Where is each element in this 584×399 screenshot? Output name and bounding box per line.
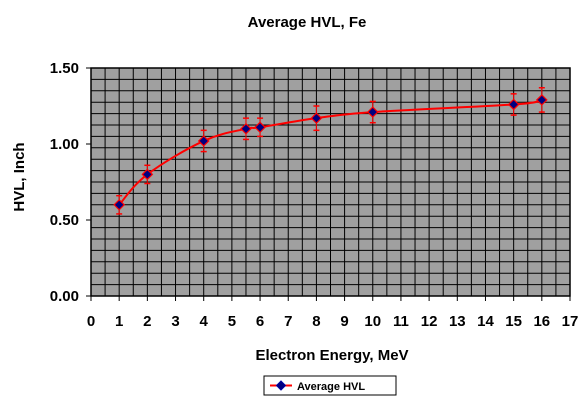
x-tick-label: 11 bbox=[393, 313, 409, 330]
x-tick-label: 15 bbox=[505, 313, 522, 330]
x-tick-label: 16 bbox=[533, 313, 550, 330]
x-tick-label: 17 bbox=[562, 313, 579, 330]
data-point bbox=[507, 98, 520, 111]
y-tick-label: 1.50 bbox=[50, 60, 79, 77]
data-point bbox=[240, 122, 252, 135]
x-tick-label: 5 bbox=[228, 313, 236, 330]
x-tick-label: 14 bbox=[477, 313, 494, 330]
x-axis-label: Electron Energy, MeV bbox=[255, 347, 408, 364]
data-point bbox=[113, 198, 126, 211]
x-tick-label: 10 bbox=[364, 313, 381, 330]
plot-area: 0 1 2 3 4 5 6 7 8 9 10 11 12 13 14 15 16 170.000.501.001.… bbox=[50, 60, 579, 330]
y-tick-label: 0.00 bbox=[50, 288, 79, 305]
data-point bbox=[197, 135, 210, 147]
x-tick-label: 2 bbox=[143, 313, 151, 330]
x-tick-label: 7 bbox=[284, 313, 292, 330]
data-point bbox=[366, 106, 379, 118]
data-point bbox=[310, 112, 323, 125]
y-axis-label: HVL, Inch bbox=[11, 142, 28, 211]
x-tick-label: 3 bbox=[171, 313, 179, 330]
x-tick-label: 12 bbox=[421, 313, 438, 330]
x-tick-label: 4 bbox=[200, 313, 209, 330]
legend: Average HVL bbox=[263, 375, 397, 396]
y-tick-label: 0.50 bbox=[50, 212, 79, 229]
legend-marker bbox=[275, 380, 287, 391]
x-tick-label: 13 bbox=[449, 313, 466, 330]
chart-title: Average HVL, Fe bbox=[248, 14, 367, 31]
legend-box bbox=[263, 375, 397, 396]
plot-frame bbox=[90, 67, 571, 297]
x-tick-label: 9 bbox=[340, 313, 348, 330]
y-tick-label: 1.00 bbox=[50, 136, 79, 153]
data-point bbox=[254, 121, 266, 134]
x-tick-label: 1 bbox=[115, 313, 123, 330]
data-point bbox=[141, 168, 154, 181]
legend-label: Average HVL bbox=[297, 381, 365, 393]
x-tick-label: 0 bbox=[87, 313, 95, 330]
x-tick-label: 8 bbox=[312, 313, 320, 330]
data-point bbox=[535, 94, 548, 106]
x-tick-label: 6 bbox=[256, 313, 264, 330]
